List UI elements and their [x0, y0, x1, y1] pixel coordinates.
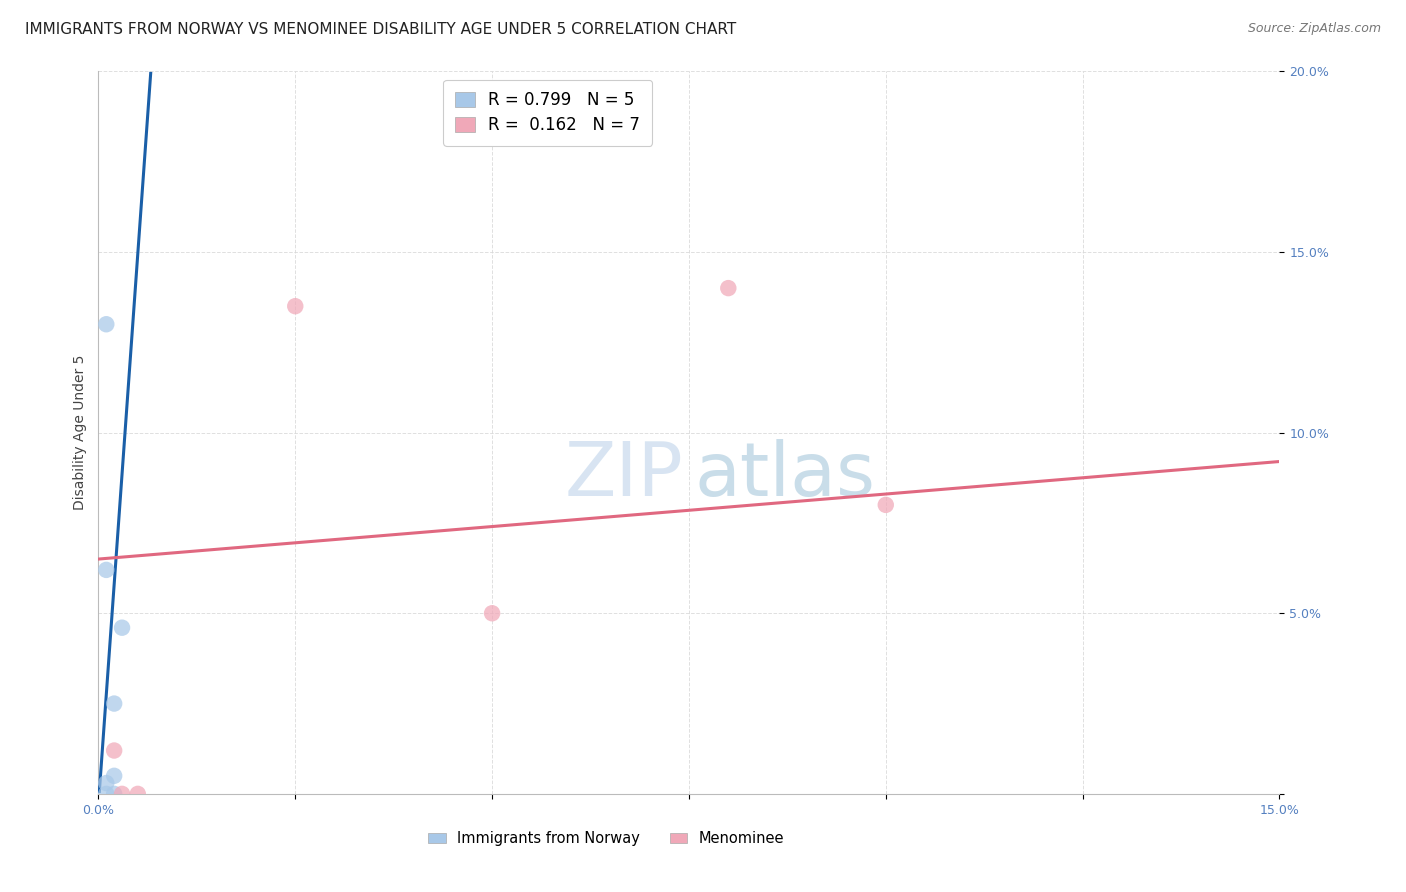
- Point: [481, 607, 503, 621]
- Text: IMMIGRANTS FROM NORWAY VS MENOMINEE DISABILITY AGE UNDER 5 CORRELATION CHART: IMMIGRANTS FROM NORWAY VS MENOMINEE DISA…: [25, 22, 737, 37]
- Text: ZIP: ZIP: [564, 440, 683, 513]
- Point: [103, 787, 125, 801]
- Legend: Immigrants from Norway, Menominee: Immigrants from Norway, Menominee: [422, 825, 790, 852]
- Point: [96, 787, 118, 801]
- Point: [111, 787, 134, 801]
- Y-axis label: Disability Age Under 5: Disability Age Under 5: [73, 355, 87, 510]
- Point: [717, 281, 740, 295]
- Point: [875, 498, 897, 512]
- Point: [96, 563, 118, 577]
- Point: [111, 621, 134, 635]
- Point: [96, 776, 118, 790]
- Text: Source: ZipAtlas.com: Source: ZipAtlas.com: [1247, 22, 1381, 36]
- Point: [103, 697, 125, 711]
- Point: [284, 299, 307, 313]
- Point: [127, 787, 149, 801]
- Point: [103, 743, 125, 757]
- Point: [96, 318, 118, 332]
- Point: [103, 769, 125, 783]
- Text: atlas: atlas: [695, 440, 876, 513]
